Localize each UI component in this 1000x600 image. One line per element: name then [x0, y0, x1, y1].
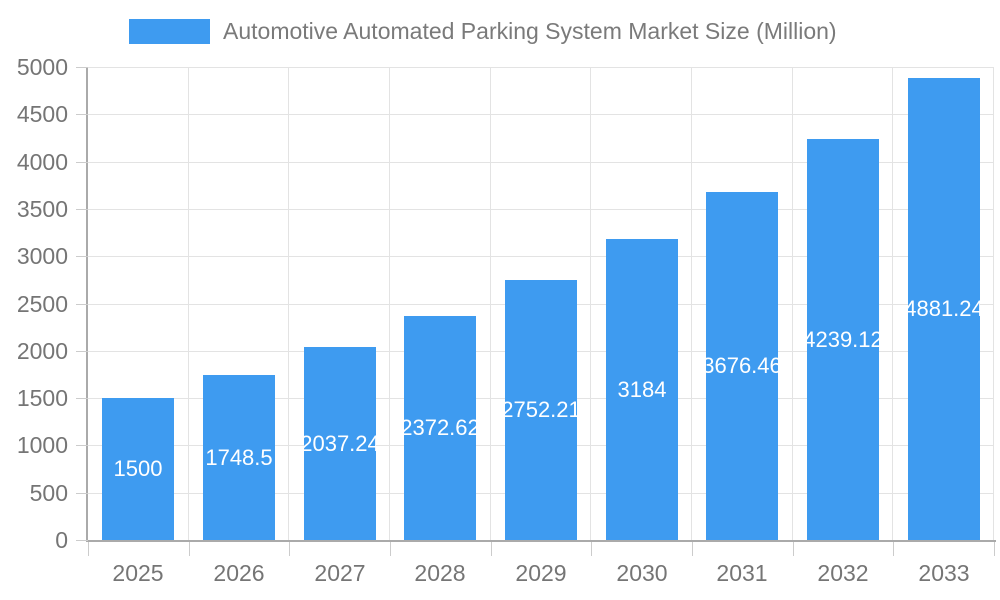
bar-2027[interactable]: 2037.24	[304, 347, 376, 540]
bar-value-label: 4881.24	[908, 296, 980, 321]
y-tick	[76, 67, 88, 68]
bar-value-label: 4239.12	[807, 326, 879, 352]
x-tick-label-2027: 2027	[314, 560, 366, 586]
y-tick	[76, 398, 88, 399]
y-tick-label: 4000	[16, 149, 68, 175]
x-tick	[994, 542, 995, 556]
y-tick-label: 5000	[16, 54, 68, 80]
legend-item[interactable]: Automotive Automated Parking System Mark…	[129, 18, 837, 45]
bar-value-label: 2372.62	[404, 415, 476, 440]
x-tick-label-2026: 2026	[213, 560, 265, 586]
v-gridline	[993, 67, 994, 540]
y-tick	[76, 256, 88, 257]
y-tick	[76, 209, 88, 210]
bar-value-label: 3676.46	[706, 353, 778, 378]
y-tick	[76, 493, 88, 494]
x-tick-label-2032: 2032	[817, 560, 869, 586]
legend-label: Automotive Automated Parking System Mark…	[223, 18, 837, 44]
x-tick	[390, 542, 391, 556]
x-tick	[591, 542, 592, 556]
x-tick-label-2028: 2028	[414, 560, 466, 586]
v-gridline	[188, 67, 189, 540]
bar-value-label: 1500	[113, 456, 163, 481]
bar-2031[interactable]: 3676.46	[706, 192, 778, 540]
h-gridline	[88, 162, 994, 163]
h-gridline	[88, 67, 994, 68]
y-tick-label: 2500	[16, 291, 68, 317]
v-gridline	[691, 67, 692, 540]
x-tick	[491, 542, 492, 556]
y-tick	[76, 540, 88, 541]
y-tick-label: 2000	[16, 338, 68, 364]
v-gridline	[590, 67, 591, 540]
x-tick	[289, 542, 290, 556]
y-tick-label: 4500	[16, 101, 68, 127]
y-tick-label: 3000	[16, 243, 68, 269]
bar-value-label: 2037.24	[304, 430, 376, 456]
y-tick-label: 1000	[16, 432, 68, 458]
v-gridline	[792, 67, 793, 540]
x-tick	[893, 542, 894, 556]
bar-2029[interactable]: 2752.21	[505, 280, 577, 540]
bar-2032[interactable]: 4239.12	[807, 139, 879, 540]
y-tick	[76, 162, 88, 163]
v-gridline	[389, 67, 390, 540]
bar-value-label: 2752.21	[505, 397, 577, 422]
bar-value-label: 1748.5	[205, 444, 273, 470]
bar-2028[interactable]: 2372.62	[404, 316, 476, 540]
bar-2026[interactable]: 1748.5	[203, 375, 275, 540]
h-gridline	[88, 256, 994, 257]
v-gridline	[490, 67, 491, 540]
y-tick	[76, 445, 88, 446]
h-gridline	[88, 114, 994, 115]
y-tick-label: 1500	[16, 385, 68, 411]
x-tick	[692, 542, 693, 556]
x-tick-label-2033: 2033	[918, 560, 970, 586]
x-axis-line	[86, 540, 996, 542]
y-tick-label: 3500	[16, 196, 68, 222]
y-tick	[76, 351, 88, 352]
y-tick-label: 500	[29, 480, 68, 506]
v-gridline	[892, 67, 893, 540]
x-tick-label-2029: 2029	[515, 560, 567, 586]
bar-2030[interactable]: 3184	[606, 239, 678, 540]
h-gridline	[88, 209, 994, 210]
x-tick	[793, 542, 794, 556]
x-tick	[189, 542, 190, 556]
bar-2033[interactable]: 4881.24	[908, 78, 980, 540]
x-tick-label-2031: 2031	[716, 560, 768, 586]
y-tick	[76, 304, 88, 305]
legend-swatch-icon	[129, 19, 210, 44]
bar-2025[interactable]: 1500	[102, 398, 174, 540]
x-tick-label-2030: 2030	[616, 560, 668, 586]
y-tick-label: 0	[55, 527, 68, 553]
x-tick-label-2025: 2025	[112, 560, 164, 586]
v-gridline	[288, 67, 289, 540]
bar-value-label: 3184	[617, 376, 667, 402]
x-tick	[88, 542, 89, 556]
y-tick	[76, 114, 88, 115]
